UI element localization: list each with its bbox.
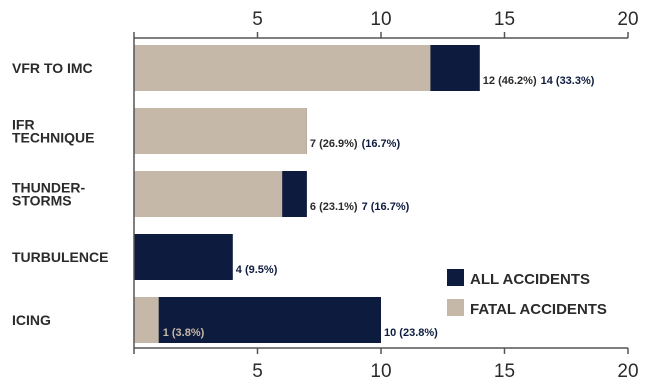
category-label: TECHNIQUE (12, 130, 94, 146)
legend-swatch-fatal-accidents (447, 299, 464, 316)
axes-layer: 5 5 10 10 15 15 20 20 (133, 9, 639, 381)
legend-label-fatal-accidents: FATAL ACCIDENTS (470, 301, 607, 318)
bar-fatal-accidents (134, 108, 307, 154)
bars-layer (134, 45, 480, 343)
category-label: IFR (12, 117, 35, 133)
top-tick-label: 10 (370, 9, 391, 30)
category-label: TURBULENCE (12, 249, 108, 265)
legend-swatch-all-accidents (447, 269, 464, 286)
category-label: ICING (12, 312, 51, 328)
data-label-fatal: 7 (26.9%) (310, 138, 358, 150)
category-label: STORMS (12, 193, 72, 209)
legend-label-all-accidents: ALL ACCIDENTS (470, 271, 590, 288)
legend: ALL ACCIDENTS FATAL ACCIDENTS (447, 269, 607, 318)
data-label-all: 10 (23.8%) (384, 327, 438, 339)
bar-fatal-accidents (134, 45, 431, 91)
top-tick-label: 20 (617, 9, 638, 30)
data-label-all: 7 (16.7%) (362, 201, 410, 213)
top-tick-label: 5 (252, 9, 263, 30)
bottom-tick-label: 5 (252, 361, 263, 381)
data-label-fatal: 12 (46.2%) (483, 75, 537, 87)
category-label: VFR TO IMC (12, 60, 93, 76)
top-tick-label: 15 (494, 9, 515, 30)
bar-fatal-accidents (134, 297, 159, 343)
data-label-all: 14 (33.3%) (541, 75, 595, 87)
data-label-fatal: 1 (3.8%) (163, 327, 205, 339)
data-label-all: (16.7%) (362, 138, 401, 150)
bottom-tick-label: 15 (494, 361, 515, 381)
category-label: THUNDER- (12, 180, 85, 196)
data-label-fatal: 6 (23.1%) (310, 201, 358, 213)
bottom-tick-label: 20 (617, 361, 638, 381)
bar-all-accidents (134, 297, 381, 343)
bar-fatal-accidents (134, 171, 283, 217)
data-label-all: 4 (9.5%) (236, 264, 278, 276)
bottom-tick-label: 10 (370, 361, 391, 381)
bar-all-accidents (134, 234, 233, 280)
